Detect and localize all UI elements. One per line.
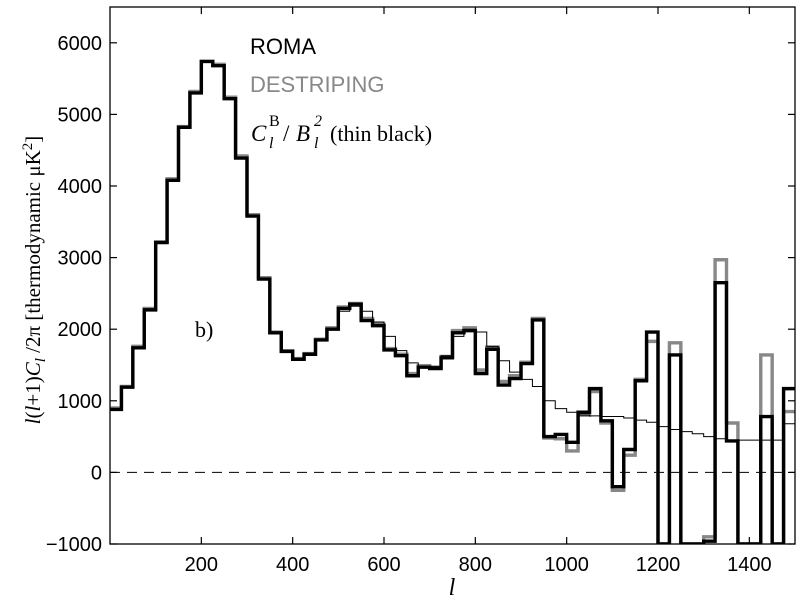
- x-tick-label: 800: [459, 554, 492, 576]
- axis-ticks: [110, 7, 795, 545]
- tick-labels: 200 400 600 800 1000 1200 1400 −1000 0 1000 2000 30…: [46, 33, 772, 576]
- formula-sup-2: 2: [314, 113, 322, 130]
- formula-sub-l2: l: [314, 135, 319, 152]
- y-tick-label: 5000: [58, 104, 103, 126]
- x-tick-label: 400: [276, 554, 309, 576]
- y-tick-label: −1000: [46, 534, 102, 556]
- x-tick-label: 200: [185, 554, 218, 576]
- x-tick-label: 600: [367, 554, 400, 576]
- plot-marks: [110, 59, 795, 544]
- x-tick-label: 1200: [636, 554, 681, 576]
- plot-frame: [109, 6, 796, 545]
- legend-destriping: DESTRIPING: [250, 72, 384, 97]
- y-tick-label: 6000: [58, 33, 103, 55]
- y-tick-label: 2000: [58, 319, 103, 341]
- series-2-line: [110, 60, 795, 441]
- y-tick-label: 3000: [58, 248, 103, 270]
- legend-roma: ROMA: [250, 34, 316, 59]
- x-tick-label: 1000: [544, 554, 589, 576]
- formula-sup-b: B: [269, 113, 280, 130]
- formula-slash: /: [283, 121, 290, 146]
- y-tick-label: 1000: [58, 391, 103, 413]
- y-axis-label: l(l+1)Cl /2π [thermodynamic μK2]: [20, 136, 49, 425]
- x-axis-label: l: [449, 575, 456, 601]
- annotation-b: b): [195, 317, 213, 342]
- legend-formula: C B l / B 2 l (thin black): [251, 113, 432, 152]
- x-tick-label: 1400: [727, 554, 772, 576]
- formula-c: C: [251, 121, 267, 146]
- y-tick-label: 0: [91, 462, 102, 484]
- formula-b: B: [296, 121, 310, 146]
- y-tick-label: 4000: [58, 176, 103, 198]
- formula-suffix: (thin black): [330, 121, 432, 146]
- formula-sub-l: l: [269, 135, 274, 152]
